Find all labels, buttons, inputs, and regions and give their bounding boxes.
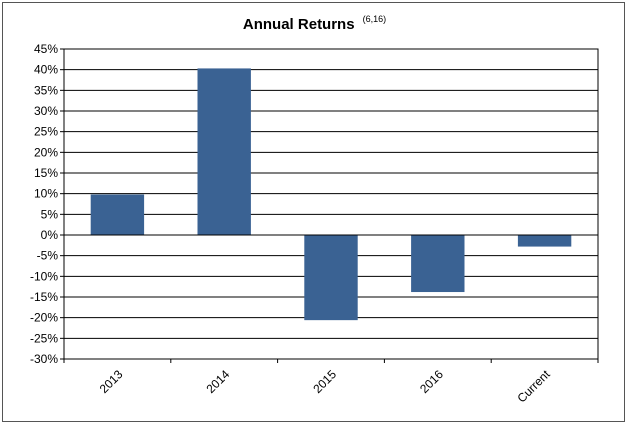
y-tick-label: -10% bbox=[30, 269, 58, 283]
y-tick-label: 45% bbox=[34, 42, 58, 56]
bar-2016 bbox=[411, 235, 465, 293]
chart-title: Annual Returns (6,16) bbox=[0, 14, 629, 33]
y-tick-label: 20% bbox=[34, 145, 58, 159]
y-tick-label: -20% bbox=[30, 311, 58, 325]
x-tick-label: 2013 bbox=[97, 367, 126, 396]
y-tick-label: 35% bbox=[34, 83, 58, 97]
y-tick-label: -5% bbox=[37, 249, 59, 263]
x-tick-label: Current bbox=[515, 367, 554, 406]
plot-area-border bbox=[63, 48, 599, 360]
y-tick-label: 5% bbox=[41, 207, 59, 221]
y-tick-label: 0% bbox=[41, 228, 59, 242]
bar-2013 bbox=[90, 194, 145, 235]
y-tick-label: 30% bbox=[34, 104, 58, 118]
bar-2014 bbox=[197, 68, 251, 235]
y-axis-ticks: 45% 40% 35% 30% 25% 20% 15% 10% 5% 0% -5% -10% -15% -… bbox=[30, 42, 64, 366]
y-tick-label: 40% bbox=[34, 63, 58, 77]
bars bbox=[64, 68, 598, 321]
y-tick-label: 10% bbox=[34, 187, 58, 201]
chart-title-text: Annual Returns bbox=[242, 16, 355, 33]
x-tick-label: 2016 bbox=[417, 367, 446, 396]
bar-current bbox=[517, 235, 572, 247]
y-tick-label: -15% bbox=[30, 290, 58, 304]
bar-2015 bbox=[304, 235, 358, 321]
y-tick-label: -25% bbox=[30, 331, 58, 345]
x-tick-label: 2014 bbox=[204, 367, 233, 396]
chart-title-note: (6,16) bbox=[362, 14, 387, 24]
y-tick-label: 15% bbox=[34, 166, 58, 180]
y-tick-label: -30% bbox=[30, 352, 58, 366]
x-axis-ticks: 2013 2014 2015 2016 Current bbox=[63, 359, 599, 406]
x-tick-label: 2015 bbox=[310, 367, 339, 396]
y-tick-label: 25% bbox=[34, 125, 58, 139]
